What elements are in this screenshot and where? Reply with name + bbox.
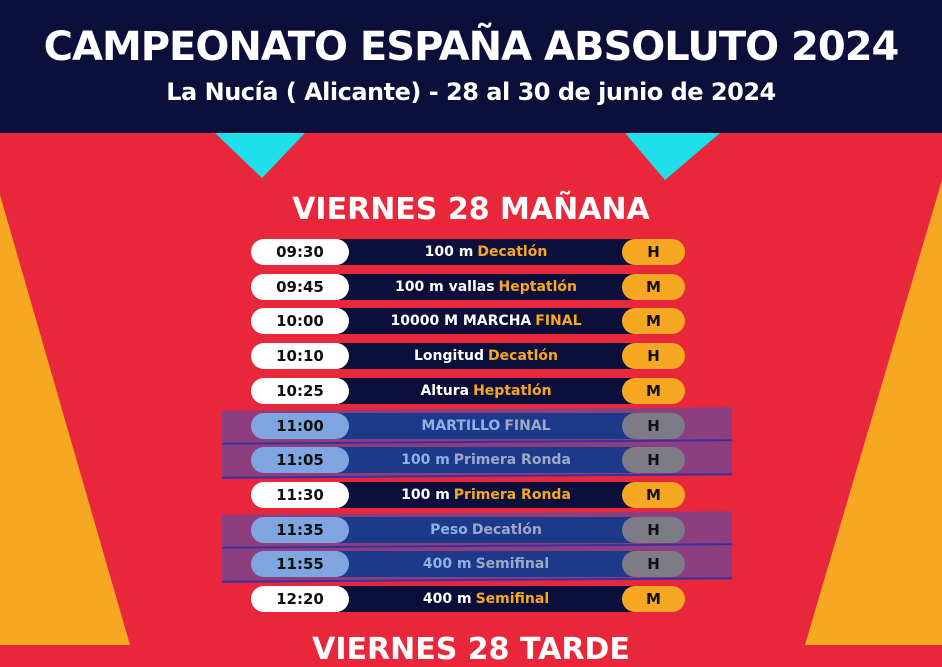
event: 100 m Decatlón [350, 238, 622, 266]
event-name: MARTILLO [421, 417, 501, 434]
event: Peso Decatlón [350, 516, 622, 544]
gender: H [622, 239, 685, 265]
gender: M [622, 308, 685, 335]
time: 09:45 [251, 273, 349, 300]
event: MARTILLO FINAL [350, 412, 622, 440]
event-name: 100 m [401, 486, 450, 503]
gender: M [622, 481, 685, 508]
gender: H [622, 551, 685, 578]
event: 400 m Semifinal [350, 550, 622, 578]
schedule-row: 10:10 Longitud Decatlón H [250, 342, 686, 370]
schedule-row: 11:05 100 m Primera Ronda H [221, 441, 733, 479]
event: 100 m Primera Ronda [350, 446, 622, 474]
time: 10:10 [251, 343, 349, 370]
event-name: 100 m [401, 452, 450, 469]
orange-shape [805, 180, 942, 645]
event-tag: Heptatlón [473, 382, 552, 399]
event: 10000 M MARCHA FINAL [350, 307, 622, 335]
event-name: Altura [420, 382, 470, 399]
subtitle: La Nucía ( Alicante) - 28 al 30 de junio… [166, 78, 776, 106]
section-title: VIERNES 28 TARDE [312, 631, 630, 667]
event: 400 m Semifinal [350, 585, 622, 613]
background-shapes [0, 133, 942, 645]
event-tag: Heptatlón [498, 278, 577, 295]
event: Longitud Decatlón [350, 342, 622, 370]
schedule-row: 11:35 Peso Decatlón H [221, 510, 733, 549]
time: 11:05 [251, 447, 349, 474]
section-title: VIERNES 28 MAÑANA [292, 192, 650, 227]
event-name: 100 m vallas [395, 278, 495, 295]
time: 12:20 [251, 586, 349, 612]
header: CAMPEONATO ESPAÑA ABSOLUTO 2024 La Nucía… [0, 0, 942, 133]
gender: M [622, 377, 685, 404]
gender: H [622, 516, 685, 543]
schedule-row: 12:20 400 m Semifinal M [250, 585, 686, 613]
event-tag: Semifinal [475, 591, 550, 607]
event-tag: Primera Ronda [453, 452, 571, 469]
orange-shape [0, 195, 130, 645]
event-tag: Decatlón [488, 348, 558, 365]
event-tag: FINAL [504, 417, 551, 434]
event: 100 m vallas Heptatlón [350, 273, 622, 301]
cyan-shape [215, 133, 305, 178]
event-name: 400 m [422, 591, 472, 607]
gender: M [622, 586, 685, 612]
time: 09:30 [251, 239, 349, 265]
event-tag: FINAL [535, 313, 582, 330]
event-name: 400 m [422, 556, 472, 573]
gender: M [622, 273, 685, 300]
event-tag: Decatlón [471, 521, 542, 538]
title: CAMPEONATO ESPAÑA ABSOLUTO 2024 [43, 24, 900, 70]
schedule-row: 11:55 400 m Semifinal H [221, 545, 733, 584]
event-tag: Decatlón [477, 244, 548, 260]
time: 10:25 [251, 377, 349, 404]
time: 11:00 [251, 412, 349, 439]
event: Altura Heptatlón [350, 377, 622, 405]
event-tag: Primera Ronda [453, 486, 571, 503]
schedule-row: 10:25 Altura Heptatlón M [250, 377, 686, 405]
event-name: Longitud [414, 348, 485, 365]
time: 11:35 [251, 516, 349, 543]
cyan-shape [625, 133, 720, 180]
schedule-row: 10:00 10000 M MARCHA FINAL M [250, 307, 686, 335]
event-name: 100 m [424, 244, 474, 260]
time: 11:30 [251, 481, 349, 508]
event-name: Peso [430, 521, 468, 538]
time: 10:00 [251, 308, 349, 335]
gender: H [622, 412, 685, 439]
event-name: 10000 M MARCHA [390, 313, 532, 330]
gender: H [622, 447, 685, 474]
schedule-row: 09:45 100 m vallas Heptatlón M [250, 273, 686, 301]
schedule-row: 11:00 MARTILLO FINAL H [221, 406, 733, 445]
time: 11:55 [251, 551, 349, 578]
gender: H [622, 343, 685, 370]
event: 100 m Primera Ronda [350, 481, 622, 509]
schedule-row: 11:30 100 m Primera Ronda M [250, 481, 686, 509]
schedule-row: 09:30 100 m Decatlón H [250, 238, 686, 266]
event-tag: Semifinal [475, 556, 550, 573]
